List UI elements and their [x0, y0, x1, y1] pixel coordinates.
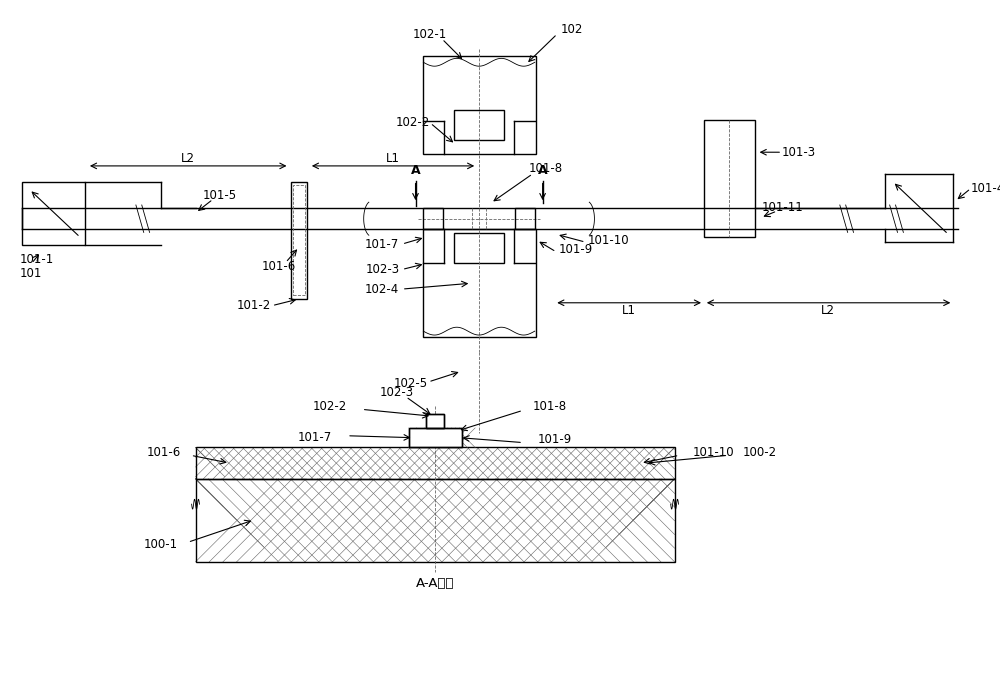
Text: L2: L2 — [181, 152, 195, 164]
Text: 101-6: 101-6 — [262, 260, 296, 273]
Bar — [426, 415, 444, 428]
Text: 101-5: 101-5 — [203, 189, 237, 202]
Bar — [196, 448, 675, 479]
Text: 101-10: 101-10 — [587, 234, 629, 247]
Text: L2: L2 — [821, 304, 835, 317]
Text: 102-3: 102-3 — [365, 263, 399, 276]
Bar — [426, 415, 444, 428]
Text: 102-4: 102-4 — [365, 282, 399, 296]
Text: 101-3: 101-3 — [782, 146, 816, 158]
Text: 102: 102 — [561, 22, 583, 36]
Bar — [293, 185, 305, 295]
Bar — [409, 428, 462, 448]
Text: 100-1: 100-1 — [144, 538, 178, 551]
Text: 100-2: 100-2 — [743, 446, 777, 459]
Bar — [423, 229, 536, 337]
Text: 101-9: 101-9 — [559, 243, 593, 257]
Text: A: A — [411, 164, 420, 177]
Text: 101-11: 101-11 — [761, 202, 803, 214]
Bar — [423, 208, 443, 229]
Text: 101-1: 101-1 — [20, 253, 54, 266]
Text: 101-8: 101-8 — [528, 162, 563, 175]
Bar — [423, 57, 536, 154]
Text: L1: L1 — [386, 152, 400, 164]
Text: 102-2: 102-2 — [395, 117, 430, 129]
Bar — [196, 479, 675, 562]
Text: 102-5: 102-5 — [394, 377, 428, 390]
Text: 101-10: 101-10 — [692, 446, 734, 459]
Bar — [454, 110, 504, 140]
Bar — [409, 428, 462, 448]
Text: 102-2: 102-2 — [313, 400, 347, 413]
Text: 101-8: 101-8 — [533, 400, 567, 413]
Text: 101-4: 101-4 — [970, 182, 1000, 195]
Text: 102-1: 102-1 — [413, 28, 447, 41]
Text: 101-6: 101-6 — [147, 446, 181, 459]
Text: 101: 101 — [20, 267, 42, 280]
Text: A-A剖面: A-A剖面 — [416, 577, 454, 590]
Bar — [704, 120, 755, 237]
Text: 101-9: 101-9 — [538, 433, 572, 446]
Text: 101-7: 101-7 — [365, 238, 399, 251]
Text: 102-3: 102-3 — [379, 386, 414, 399]
Text: L1: L1 — [622, 304, 636, 317]
Text: A: A — [538, 164, 547, 177]
Bar — [22, 181, 85, 245]
Text: 101-7: 101-7 — [298, 431, 332, 444]
Bar — [515, 208, 535, 229]
Bar — [291, 181, 307, 299]
Bar — [454, 233, 504, 263]
Text: 101-2: 101-2 — [237, 299, 271, 312]
